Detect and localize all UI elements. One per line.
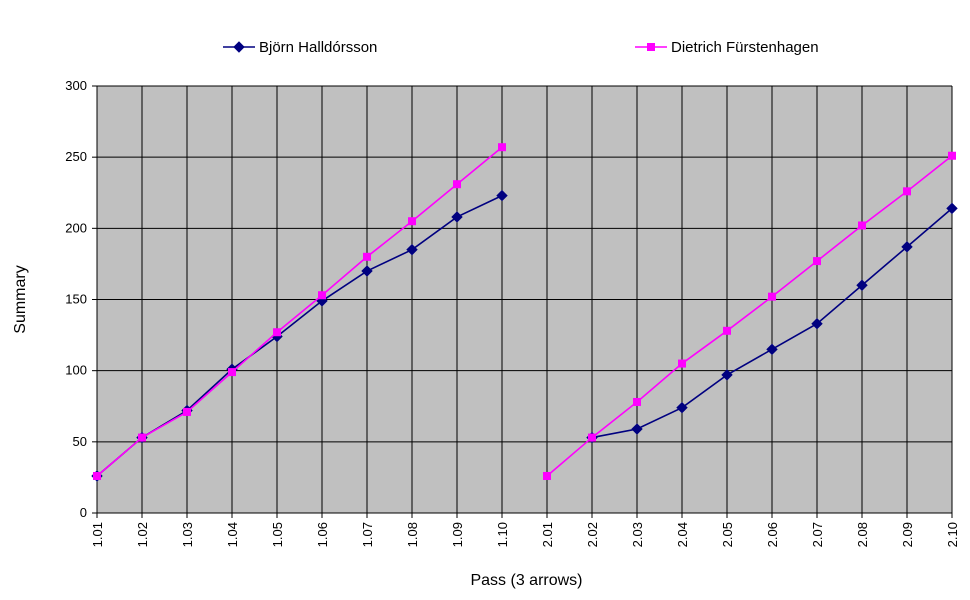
- x-tick-label: 1.02: [135, 522, 150, 547]
- legend-item-1: Björn Halldórsson: [223, 39, 377, 56]
- y-tick-label: 200: [65, 220, 87, 235]
- x-tick-label: 2.04: [675, 522, 690, 547]
- data-point: [766, 343, 778, 356]
- x-tick-label: 2.09: [900, 522, 915, 547]
- y-tick-label: 100: [65, 363, 87, 378]
- data-point: [406, 243, 418, 256]
- x-tick-label: 1.03: [180, 522, 195, 547]
- x-tick-label: 1.07: [360, 522, 375, 547]
- y-tick-label: 0: [80, 505, 87, 520]
- legend-label: Dietrich Fürstenhagen: [671, 39, 819, 56]
- data-point: [813, 257, 821, 266]
- data-point: [273, 328, 281, 337]
- y-tick-label: 250: [65, 149, 87, 164]
- data-point: [318, 291, 326, 300]
- x-tick-label: 2.06: [765, 522, 780, 547]
- x-tick-label: 1.01: [90, 522, 105, 547]
- series-group: [91, 143, 958, 482]
- x-tick-label: 1.08: [405, 522, 420, 547]
- data-point: [856, 279, 868, 291]
- legend: Björn Halldórsson Dietrich Fürstenhagen: [223, 39, 819, 56]
- data-point: [183, 407, 191, 416]
- x-tick-label: 2.10: [945, 522, 960, 547]
- data-point: [948, 151, 956, 160]
- data-point: [946, 202, 958, 215]
- legend-marker: [233, 41, 245, 53]
- x-tick-label: 1.10: [495, 522, 510, 547]
- data-point: [901, 241, 913, 253]
- data-point: [408, 217, 416, 226]
- x-tick-label: 1.04: [225, 522, 240, 547]
- legend-marker: [647, 43, 655, 51]
- y-axis-title: Summary: [12, 265, 29, 333]
- data-point: [588, 433, 596, 442]
- data-point: [633, 397, 641, 406]
- data-point: [93, 471, 101, 480]
- x-tick-label: 2.01: [540, 522, 555, 547]
- x-tick-label: 1.06: [315, 522, 330, 547]
- data-point: [768, 292, 776, 301]
- series-line: [546, 155, 953, 477]
- x-tick-label: 2.08: [855, 522, 870, 547]
- data-point: [858, 221, 866, 230]
- x-tick-label: 1.09: [450, 522, 465, 547]
- data-point: [543, 471, 551, 480]
- data-point: [631, 423, 643, 435]
- data-point: [228, 368, 236, 377]
- series-2: [93, 143, 956, 480]
- data-point: [678, 359, 686, 368]
- data-point: [811, 317, 823, 330]
- data-point: [363, 252, 371, 261]
- x-tick-label: 2.05: [720, 522, 735, 547]
- axes: 0 50 100 150 200 250 300 1.01 1.02 1.03 1.04 1.05 1.…: [65, 78, 960, 547]
- legend-label: Björn Halldórsson: [259, 39, 377, 56]
- series-line: [96, 146, 503, 477]
- y-tick-label: 300: [65, 78, 87, 93]
- x-tick-label: 2.07: [810, 522, 825, 547]
- data-point: [496, 189, 508, 202]
- x-tick-label: 2.02: [585, 522, 600, 547]
- data-point: [676, 401, 688, 414]
- legend-item-2: Dietrich Fürstenhagen: [635, 39, 819, 56]
- data-point: [138, 433, 146, 442]
- data-point: [453, 180, 461, 189]
- data-point: [498, 143, 506, 152]
- data-point: [451, 211, 463, 223]
- y-tick-label: 50: [73, 434, 87, 449]
- x-tick-label: 2.03: [630, 522, 645, 547]
- data-point: [721, 369, 733, 381]
- x-axis-title: Pass (3 arrows): [470, 572, 582, 589]
- x-tick-label: 1.05: [270, 522, 285, 547]
- data-point: [903, 187, 911, 196]
- y-tick-label: 150: [65, 292, 87, 307]
- data-point: [723, 326, 731, 335]
- data-point: [361, 265, 373, 277]
